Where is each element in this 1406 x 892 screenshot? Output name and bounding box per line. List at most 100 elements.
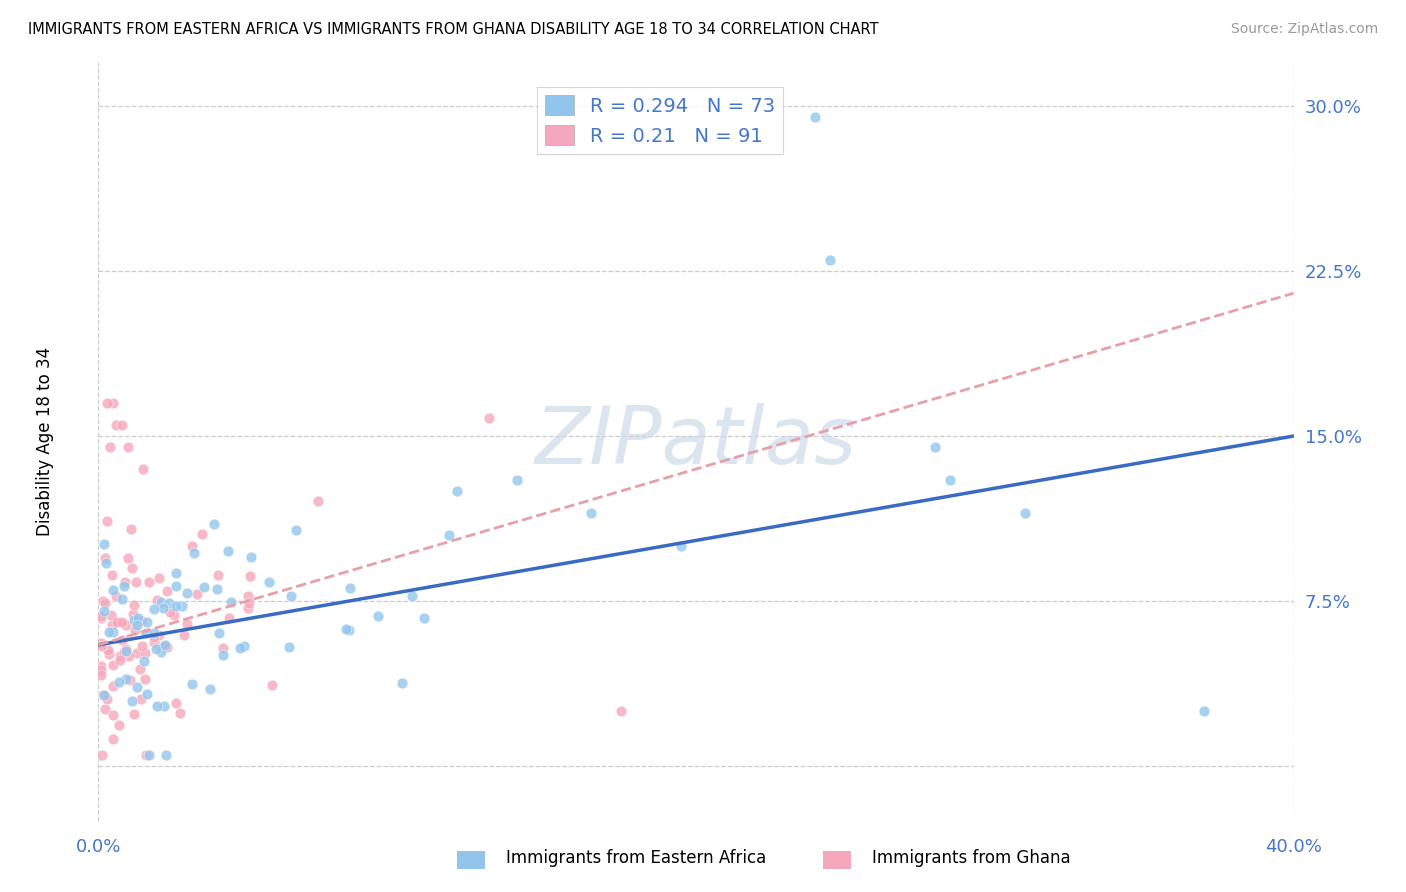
Point — [93, 702, 115, 716]
Text: ZIPatlas: ZIPatlas — [534, 402, 858, 481]
Text: Disability Age 18 to 34: Disability Age 18 to 34 — [35, 347, 53, 536]
Point — [90, 659, 112, 673]
Point — [100, 617, 122, 632]
Point — [111, 418, 134, 433]
Point — [93, 688, 115, 702]
Point — [181, 677, 204, 691]
Point — [122, 607, 145, 621]
Point — [820, 253, 842, 268]
Point — [105, 615, 128, 629]
Point — [176, 586, 198, 600]
Point — [108, 648, 131, 663]
Point — [91, 688, 114, 702]
Point — [121, 561, 143, 575]
Point — [391, 675, 413, 690]
Point — [145, 699, 167, 714]
Point — [207, 582, 229, 596]
Point — [277, 640, 299, 654]
Point — [101, 679, 124, 693]
Point — [114, 672, 136, 686]
Point — [284, 523, 307, 537]
Point — [104, 589, 127, 603]
Point — [148, 571, 170, 585]
Point — [93, 604, 115, 618]
Point — [217, 544, 239, 558]
Point — [229, 640, 252, 655]
Point — [335, 622, 357, 636]
Point — [108, 675, 131, 690]
Point — [165, 566, 187, 580]
Point — [97, 624, 120, 639]
Point — [131, 614, 153, 628]
Point — [152, 601, 174, 615]
Point — [138, 747, 160, 762]
Point — [90, 636, 112, 650]
Text: IMMIGRANTS FROM EASTERN AFRICA VS IMMIGRANTS FROM GHANA DISABILITY AGE 18 TO 34 : IMMIGRANTS FROM EASTERN AFRICA VS IMMIGR… — [28, 22, 879, 37]
Point — [120, 522, 142, 536]
Point — [117, 440, 139, 454]
Text: 0.0%: 0.0% — [76, 838, 121, 856]
Point — [153, 699, 176, 714]
Point — [103, 396, 125, 410]
Point — [115, 641, 138, 656]
Point — [212, 640, 235, 655]
Point — [101, 567, 124, 582]
Point — [121, 694, 143, 708]
Point — [145, 593, 167, 607]
Point — [155, 747, 177, 762]
Point — [260, 677, 283, 691]
Point — [176, 616, 198, 631]
Point — [236, 601, 259, 615]
Point — [165, 579, 187, 593]
Point — [156, 584, 179, 599]
Point — [339, 581, 361, 595]
Point — [367, 608, 389, 623]
Point — [105, 615, 128, 629]
Point — [159, 606, 181, 620]
Point — [165, 599, 187, 613]
Text: Immigrants from Eastern Africa: Immigrants from Eastern Africa — [506, 849, 766, 867]
Point — [96, 396, 118, 410]
Point — [136, 688, 159, 702]
Point — [134, 646, 156, 660]
Point — [94, 551, 117, 566]
Point — [108, 718, 131, 732]
Point — [155, 639, 177, 653]
Point — [111, 591, 134, 606]
Point — [90, 747, 112, 762]
Point — [115, 618, 138, 632]
Point — [412, 611, 434, 625]
Point — [207, 626, 229, 640]
Point — [142, 635, 165, 649]
Point — [131, 639, 153, 653]
Point — [238, 596, 260, 610]
Point — [156, 640, 179, 654]
Point — [96, 643, 118, 657]
Point — [103, 732, 125, 747]
Point — [143, 630, 166, 644]
Legend: R = 0.294   N = 73, R = 0.21   N = 91: R = 0.294 N = 73, R = 0.21 N = 91 — [537, 87, 783, 153]
Point — [122, 613, 145, 627]
Point — [129, 691, 152, 706]
Point — [118, 649, 141, 664]
Point — [117, 550, 139, 565]
Point — [127, 611, 149, 625]
Point — [135, 615, 157, 629]
Point — [111, 615, 134, 629]
Point — [401, 589, 423, 603]
Text: Source: ZipAtlas.com: Source: ZipAtlas.com — [1230, 22, 1378, 37]
Point — [202, 516, 225, 531]
Point — [108, 653, 131, 667]
Point — [96, 691, 118, 706]
Point — [150, 645, 173, 659]
Point — [125, 618, 148, 632]
Point — [105, 418, 128, 433]
Point — [157, 596, 180, 610]
Point — [93, 593, 115, 607]
Point — [1192, 704, 1215, 718]
Point — [232, 639, 254, 653]
Point — [114, 575, 136, 590]
Point — [134, 672, 156, 686]
Point — [90, 639, 112, 653]
Point — [132, 462, 155, 476]
